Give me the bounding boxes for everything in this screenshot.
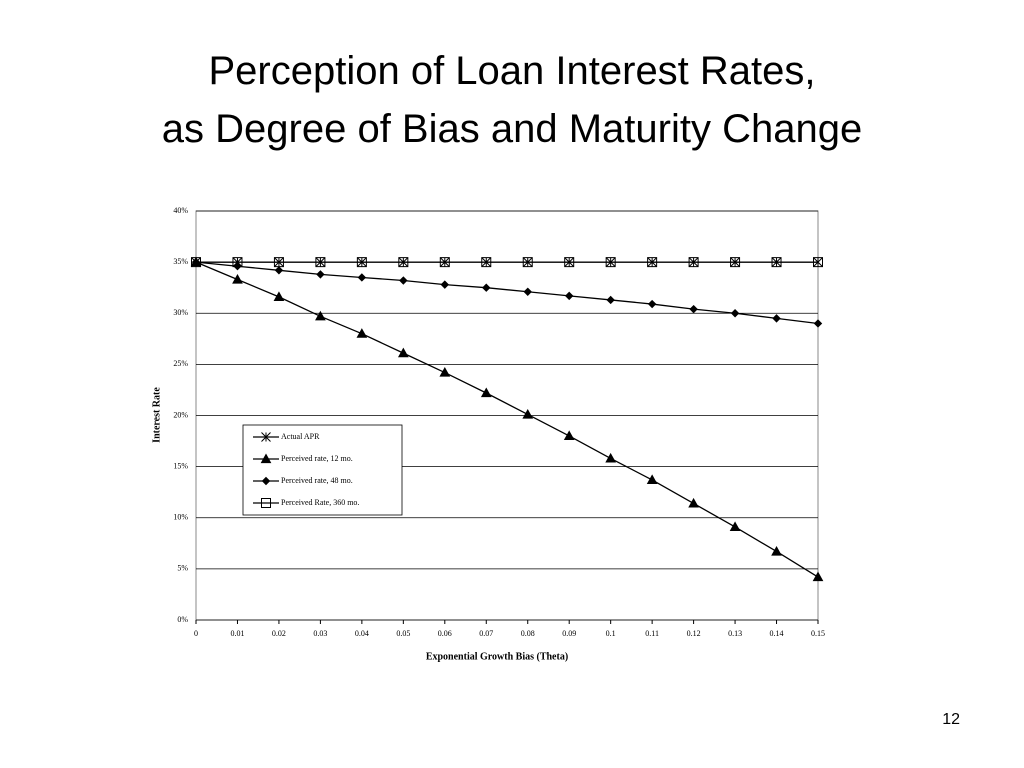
marker-square — [771, 257, 782, 268]
series-line — [195, 261, 819, 578]
marker-square — [813, 257, 823, 268]
marker-square — [191, 257, 201, 268]
legend-label: Perceived rate, 12 mo. — [281, 454, 353, 463]
slide-title-line: as Degree of Bias and Maturity Change — [162, 107, 862, 151]
marker-triangle — [771, 545, 782, 556]
marker-triangle — [232, 273, 243, 284]
x-tick-label: 0.08 — [521, 629, 535, 638]
marker-triangle — [480, 387, 492, 398]
marker-triangle — [812, 571, 824, 582]
marker-square — [647, 257, 658, 268]
marker-diamond — [274, 266, 284, 275]
marker-square — [564, 257, 575, 268]
marker-diamond — [357, 273, 367, 282]
x-tick-label: 0 — [194, 629, 198, 638]
legend-label: Perceived Rate, 360 mo. — [281, 498, 359, 507]
legend-label: Perceived rate, 48 mo. — [281, 476, 353, 485]
x-tick-label: 0.12 — [687, 629, 701, 638]
x-tick-label: 0.02 — [272, 629, 286, 638]
y-tick-label: 5% — [177, 564, 188, 573]
marker-triangle — [522, 408, 534, 419]
legend: Actual APR Perceived rate, 12 mo. Perceive… — [242, 424, 403, 516]
x-tick-label: 0.14 — [770, 629, 784, 638]
marker-square — [481, 257, 492, 268]
marker-triangle — [397, 347, 409, 358]
y-tick-label: 35% — [173, 257, 188, 266]
x-axis-title: Exponential Growth Bias (Theta) — [426, 651, 568, 662]
y-tick-label: 40% — [173, 206, 188, 215]
series-line — [195, 261, 819, 325]
marker-square — [522, 257, 533, 268]
marker-diamond — [730, 309, 740, 318]
marker-triangle — [356, 328, 368, 338]
x-tick-label: 0.05 — [396, 629, 410, 638]
x-tick-label: 0.04 — [355, 629, 369, 638]
marker-star — [261, 432, 271, 442]
slide-title-line: Perception of Loan Interest Rates, — [208, 49, 815, 93]
x-tick-label: 0.07 — [479, 629, 493, 638]
marker-diamond — [647, 299, 657, 309]
marker-square — [730, 257, 741, 268]
marker-diamond — [482, 283, 491, 292]
marker-square — [688, 257, 699, 268]
page-number: 12 — [942, 711, 960, 728]
marker-square — [261, 498, 271, 508]
marker-square — [605, 257, 616, 268]
marker-diamond — [606, 295, 615, 305]
marker-diamond — [399, 276, 408, 285]
y-tick-label: 15% — [173, 461, 188, 470]
marker-diamond — [261, 476, 271, 486]
marker-triangle — [260, 453, 272, 464]
marker-diamond — [523, 287, 532, 296]
x-tick-label: 0.03 — [313, 629, 327, 638]
x-tick-label: 0.1 — [606, 629, 616, 638]
y-axis-title: Interest Rate — [151, 387, 162, 443]
marker-diamond — [564, 291, 574, 301]
x-tick-label: 0.15 — [811, 629, 825, 638]
marker-square — [398, 257, 409, 268]
y-tick-label: 10% — [173, 513, 188, 522]
marker-diamond — [689, 304, 698, 314]
marker-diamond — [316, 270, 325, 279]
y-tick-label: 20% — [173, 410, 188, 419]
marker-square — [232, 257, 243, 268]
marker-triangle — [605, 452, 617, 463]
y-tick-label: 25% — [173, 359, 188, 368]
marker-square — [315, 257, 326, 268]
y-tick-label: 0% — [177, 615, 188, 624]
marker-triangle — [646, 474, 658, 485]
marker-triangle — [439, 367, 451, 377]
marker-diamond — [772, 314, 781, 323]
x-tick-label: 0.13 — [728, 629, 742, 638]
legend-label: Actual APR — [281, 432, 320, 441]
x-tick-label: 0.09 — [562, 629, 576, 638]
x-tick-label: 0.11 — [645, 629, 659, 638]
marker-diamond — [440, 280, 450, 289]
y-tick-label: 30% — [173, 308, 188, 317]
marker-square — [356, 257, 367, 268]
marker-triangle — [273, 291, 285, 301]
x-tick-label: 0.01 — [230, 629, 244, 638]
x-tick-label: 0.06 — [438, 629, 452, 638]
marker-square — [439, 257, 450, 268]
marker-triangle — [688, 497, 699, 508]
marker-triangle — [729, 521, 741, 532]
marker-diamond — [813, 319, 823, 328]
marker-triangle — [315, 310, 326, 321]
marker-square — [273, 257, 284, 268]
marker-triangle — [563, 430, 575, 441]
